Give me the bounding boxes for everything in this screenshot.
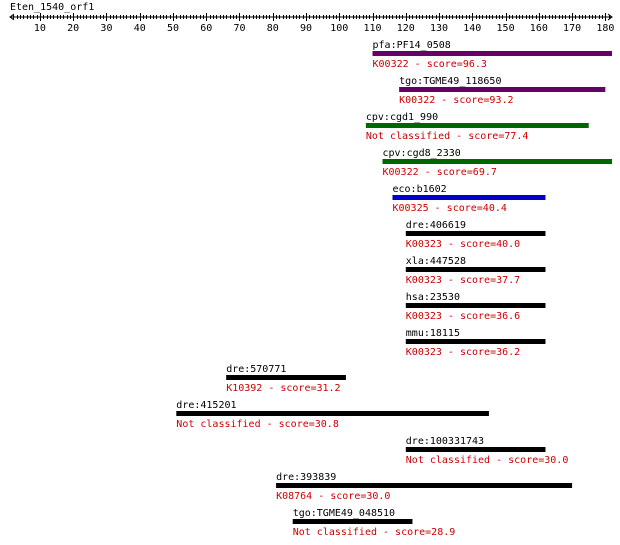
hit-row[interactable]: dre:415201 Not classified - score=30.8 (176, 400, 489, 430)
hit-row[interactable]: dre:393839 K08764 - score=30.0 (276, 472, 573, 502)
axis-tick-label: 60 (200, 23, 212, 34)
hit-bar[interactable] (292, 519, 413, 524)
hit-score-label[interactable]: K00323 - score=37.7 (406, 275, 520, 286)
hit-row[interactable]: tgo:TGME49_118650 K00322 - score=93.2 (399, 76, 606, 106)
hit-row[interactable]: xla:447528 K00323 - score=37.7 (405, 256, 546, 286)
hit-name-label[interactable]: hsa:23530 (406, 292, 460, 303)
axis-tick-label: 80 (267, 23, 279, 34)
hit-name-label[interactable]: mmu:18115 (406, 328, 460, 339)
hit-row[interactable]: tgo:TGME49_048510 Not classified - score=… (292, 508, 456, 538)
hit-bar[interactable] (372, 51, 612, 56)
hit-bar[interactable] (392, 195, 546, 200)
axis-tick-label: 160 (530, 23, 548, 34)
hit-score-label[interactable]: Not classified - score=77.4 (366, 131, 529, 142)
hit-score-label[interactable]: Not classified - score=28.9 (293, 527, 456, 538)
hit-bar[interactable] (276, 483, 573, 488)
axis-tick-label: 140 (463, 23, 481, 34)
axis-tick-label: 180 (596, 23, 614, 34)
hit-bar[interactable] (405, 303, 546, 308)
hit-bar[interactable] (399, 87, 606, 92)
hit-row[interactable]: pfa:PF14_0508 K00322 - score=96.3 (372, 40, 612, 70)
axis-tick-label: 40 (134, 23, 146, 34)
hit-row[interactable]: hsa:23530 K00323 - score=36.6 (405, 292, 546, 322)
hit-score-label[interactable]: K00322 - score=96.3 (373, 59, 487, 70)
hit-name-label[interactable]: xla:447528 (406, 256, 466, 267)
hit-row[interactable]: cpv:cgd8_2330 K00322 - score=69.7 (382, 148, 612, 178)
hit-score-label[interactable]: K00323 - score=40.0 (406, 239, 520, 250)
hit-name-label[interactable]: dre:570771 (226, 364, 286, 375)
hit-row[interactable]: eco:b1602 K00325 - score=40.4 (392, 184, 546, 214)
hit-score-label[interactable]: K00325 - score=40.4 (392, 203, 506, 214)
hit-bar[interactable] (405, 447, 546, 452)
hit-bar[interactable] (176, 411, 489, 416)
hit-name-label[interactable]: dre:415201 (176, 400, 236, 411)
hit-score-label[interactable]: Not classified - score=30.8 (176, 419, 339, 430)
hit-name-label[interactable]: cpv:cgd1_990 (366, 112, 438, 123)
hit-row[interactable]: cpv:cgd1_990 Not classified - score=77.4 (365, 112, 589, 142)
hit-name-label[interactable]: tgo:TGME49_118650 (399, 76, 501, 87)
axis-tick-label: 130 (430, 23, 448, 34)
hit-name-label[interactable]: eco:b1602 (392, 184, 446, 195)
hit-row[interactable]: mmu:18115 K00323 - score=36.2 (405, 328, 546, 358)
hit-bar[interactable] (405, 267, 546, 272)
ruler-axis: 10 20 30 40 50 60 70 80 90 100 110 120 130 140 150 160 1… (9, 13, 614, 34)
axis-tick-label: 120 (397, 23, 415, 34)
hit-name-label[interactable]: tgo:TGME49_048510 (293, 508, 395, 519)
hit-name-label[interactable]: cpv:cgd8_2330 (383, 148, 461, 159)
axis-tick-label: 30 (100, 23, 112, 34)
axis-tick-label: 10 (34, 23, 46, 34)
hit-row[interactable]: dre:570771 K10392 - score=31.2 (226, 364, 346, 394)
query-title: Eten_1540_orf1 (10, 2, 94, 13)
hit-score-label[interactable]: K00323 - score=36.2 (406, 347, 520, 358)
hit-name-label[interactable]: dre:100331743 (406, 436, 484, 447)
axis-tick-label: 50 (167, 23, 179, 34)
axis-left-arrow (9, 13, 15, 21)
axis-tick-label: 90 (300, 23, 312, 34)
hit-score-label[interactable]: K00322 - score=69.7 (383, 167, 497, 178)
hit-score-label[interactable]: K10392 - score=31.2 (226, 383, 340, 394)
hit-bar[interactable] (405, 231, 546, 236)
axis-tick-label: 110 (363, 23, 381, 34)
hit-row[interactable]: dre:100331743 Not classified - score=30.0 (405, 436, 569, 466)
axis-tick-label: 170 (563, 23, 581, 34)
hit-name-label[interactable]: dre:406619 (406, 220, 466, 231)
hit-score-label[interactable]: Not classified - score=30.0 (406, 455, 569, 466)
hit-score-label[interactable]: K00322 - score=93.2 (399, 95, 513, 106)
hit-bar[interactable] (405, 339, 546, 344)
hit-bar[interactable] (382, 159, 612, 164)
axis-tick-label: 100 (330, 23, 348, 34)
hit-list: pfa:PF14_0508 K00322 - score=96.3 tgo:TGME… (176, 40, 612, 538)
hit-row[interactable]: dre:406619 K00323 - score=40.0 (405, 220, 546, 250)
hit-score-label[interactable]: K08764 - score=30.0 (276, 491, 390, 502)
axis-tick-label: 150 (497, 23, 515, 34)
hit-bar[interactable] (365, 123, 589, 128)
hit-name-label[interactable]: pfa:PF14_0508 (373, 40, 451, 51)
axis-tick-label: 20 (67, 23, 79, 34)
hit-score-label[interactable]: K00323 - score=36.6 (406, 311, 520, 322)
hit-name-label[interactable]: dre:393839 (276, 472, 336, 483)
axis-tick-label: 70 (233, 23, 245, 34)
hit-bar[interactable] (226, 375, 346, 380)
